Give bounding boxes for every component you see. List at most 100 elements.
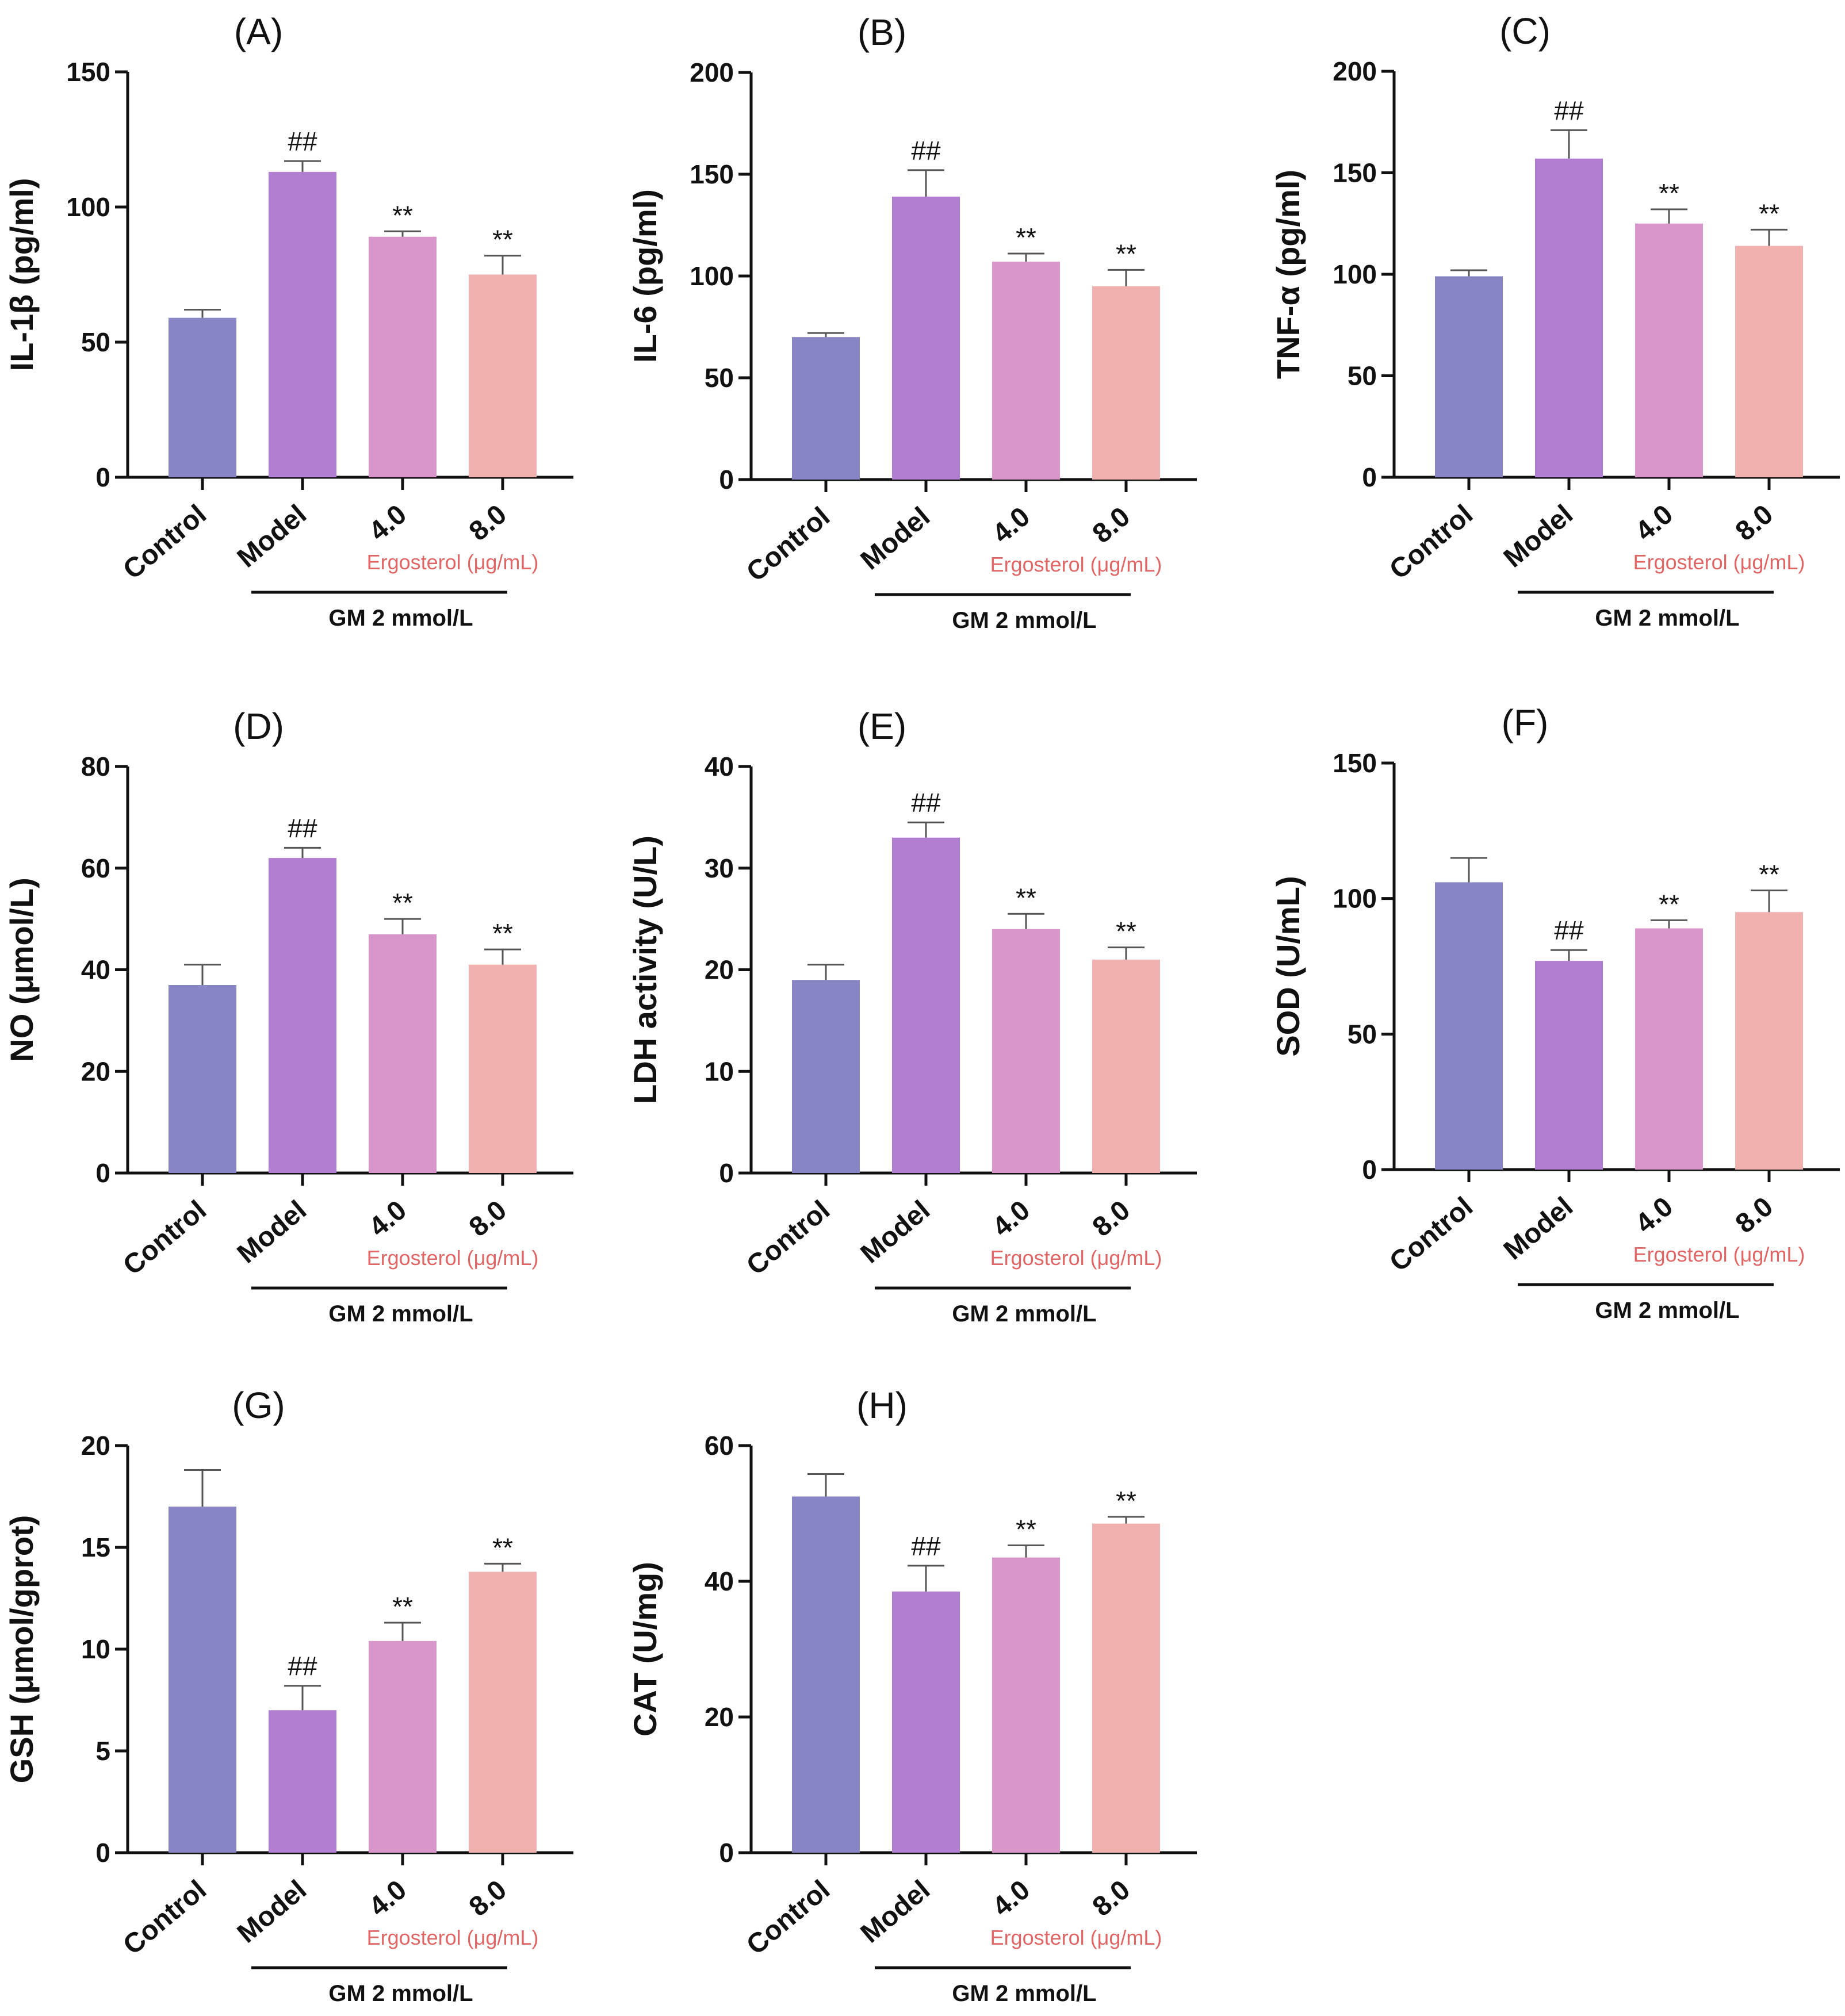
ergosterol-label: Ergosterol (μg/mL) xyxy=(990,553,1162,576)
x-category-label: Model xyxy=(855,501,936,576)
panel-e: (E) LDH activity (U/L) 0 10 20 30 40 Control ## M… xyxy=(627,706,1197,1327)
x-category-label: 8.0 xyxy=(1730,1191,1779,1239)
ergosterol-label: Ergosterol (μg/mL) xyxy=(367,1926,539,1949)
panel-f: (F) SOD (U/mL) 0 50 100 150 Control ## Model ** 4.… xyxy=(1270,702,1840,1323)
x-category-label: 8.0 xyxy=(464,499,512,547)
y-tick-label: 60 xyxy=(705,1431,734,1461)
panel-title: (G) xyxy=(232,1385,285,1426)
y-tick-label: 100 xyxy=(1333,884,1377,914)
bar-model xyxy=(1535,158,1603,477)
panel-title: (C) xyxy=(1499,10,1551,52)
significance-marker: ** xyxy=(1016,883,1036,913)
significance-marker: ** xyxy=(392,1592,413,1622)
x-category-label: Control xyxy=(741,1195,836,1281)
y-tick-label: 0 xyxy=(95,1838,110,1868)
x-category-label: 4.0 xyxy=(987,1195,1036,1243)
gm-label: GM 2 mmol/L xyxy=(952,608,1096,633)
x-category-label: Control xyxy=(117,499,212,585)
significance-marker: ** xyxy=(492,1532,513,1562)
y-tick-label: 0 xyxy=(719,465,734,495)
y-tick-label: 15 xyxy=(81,1532,110,1562)
bar-8-0 xyxy=(1735,912,1803,1170)
bar-model xyxy=(269,858,336,1173)
gm-label: GM 2 mmol/L xyxy=(952,1301,1096,1327)
x-category-label: 8.0 xyxy=(1087,501,1136,549)
x-category-label: Model xyxy=(232,1195,312,1270)
significance-marker: ** xyxy=(1116,239,1136,269)
bar-control xyxy=(169,317,236,477)
x-category-label: 4.0 xyxy=(987,501,1036,549)
x-category-label: 4.0 xyxy=(363,1875,412,1922)
significance-marker: ** xyxy=(492,225,513,255)
y-tick-label: 40 xyxy=(705,1566,734,1596)
y-tick-label: 20 xyxy=(81,1056,110,1086)
y-tick-label: 50 xyxy=(705,363,734,393)
ergosterol-label: Ergosterol (μg/mL) xyxy=(990,1246,1162,1270)
x-category-label: 4.0 xyxy=(363,1195,412,1243)
y-tick-label: 10 xyxy=(705,1056,734,1086)
y-tick-label: 80 xyxy=(81,752,110,781)
significance-marker: ** xyxy=(392,888,413,918)
y-tick-label: 10 xyxy=(81,1634,110,1664)
x-category-label: Control xyxy=(117,1875,212,1961)
y-tick-label: 60 xyxy=(81,853,110,883)
bar-4-0 xyxy=(1635,928,1703,1170)
y-tick-label: 0 xyxy=(95,1158,110,1188)
significance-marker: ** xyxy=(1759,860,1779,890)
significance-marker: ** xyxy=(1116,1486,1136,1516)
y-axis-label: CAT (U/mg) xyxy=(627,1562,663,1737)
gm-label: GM 2 mmol/L xyxy=(952,1981,1096,2006)
panel-title: (H) xyxy=(856,1385,908,1426)
significance-marker: ** xyxy=(1659,178,1679,208)
x-category-label: 8.0 xyxy=(464,1875,512,1922)
bar-control xyxy=(792,1496,860,1853)
x-category-label: Model xyxy=(855,1875,936,1949)
bar-control xyxy=(169,1507,236,1853)
gm-label: GM 2 mmol/L xyxy=(328,1301,473,1327)
significance-marker: ## xyxy=(288,813,317,843)
y-tick-label: 30 xyxy=(705,853,734,883)
y-tick-label: 40 xyxy=(705,752,734,781)
y-tick-label: 50 xyxy=(1348,361,1377,391)
y-tick-label: 40 xyxy=(81,955,110,985)
panel-title: (A) xyxy=(234,11,283,52)
panel-g: (G) GSH (μmol/gprot) 0 5 10 15 20 Control ## Mode… xyxy=(3,1385,573,2006)
y-tick-label: 200 xyxy=(1333,56,1377,86)
bar-4-0 xyxy=(369,236,437,477)
x-category-label: 4.0 xyxy=(987,1875,1036,1922)
bar-model xyxy=(1535,961,1603,1170)
panel-title: (E) xyxy=(858,706,906,747)
significance-marker: ## xyxy=(911,136,941,166)
y-tick-label: 50 xyxy=(81,327,110,357)
y-axis-label: SOD (U/mL) xyxy=(1270,876,1306,1056)
y-tick-label: 50 xyxy=(1348,1019,1377,1049)
x-category-label: Model xyxy=(1498,499,1579,574)
bar-4-0 xyxy=(992,1557,1060,1853)
y-tick-label: 20 xyxy=(705,955,734,985)
panel-d: (D) NO (μmol/L) 0 20 40 60 80 Control ## Model ** 4… xyxy=(3,706,573,1327)
x-category-label: 4.0 xyxy=(1630,499,1679,547)
y-axis-label: IL-6 (pg/ml) xyxy=(627,189,663,363)
x-category-label: 8.0 xyxy=(1087,1195,1136,1243)
significance-marker: ## xyxy=(1554,915,1584,945)
x-category-label: Model xyxy=(855,1195,936,1270)
x-category-label: Control xyxy=(1384,1191,1479,1278)
significance-marker: ** xyxy=(392,200,413,230)
ergosterol-label: Ergosterol (μg/mL) xyxy=(1633,550,1805,574)
panel-title: (D) xyxy=(233,706,284,747)
panel-h: (H) CAT (U/mg) 0 20 40 60 Control ## Model ** 4.0 *… xyxy=(627,1385,1197,2006)
significance-marker: ## xyxy=(1554,95,1584,125)
bar-8-0 xyxy=(1735,246,1803,477)
bar-4-0 xyxy=(992,929,1060,1173)
significance-marker: ## xyxy=(911,788,941,818)
significance-marker: ** xyxy=(1116,917,1136,946)
y-tick-label: 100 xyxy=(1333,259,1377,289)
y-tick-label: 0 xyxy=(1362,1155,1377,1185)
y-tick-label: 200 xyxy=(690,58,734,87)
bar-model xyxy=(892,196,960,480)
x-category-label: 8.0 xyxy=(1730,499,1779,547)
x-category-label: Control xyxy=(117,1195,212,1281)
ergosterol-label: Ergosterol (μg/mL) xyxy=(990,1926,1162,1949)
y-axis-label: NO (μmol/L) xyxy=(3,877,40,1061)
